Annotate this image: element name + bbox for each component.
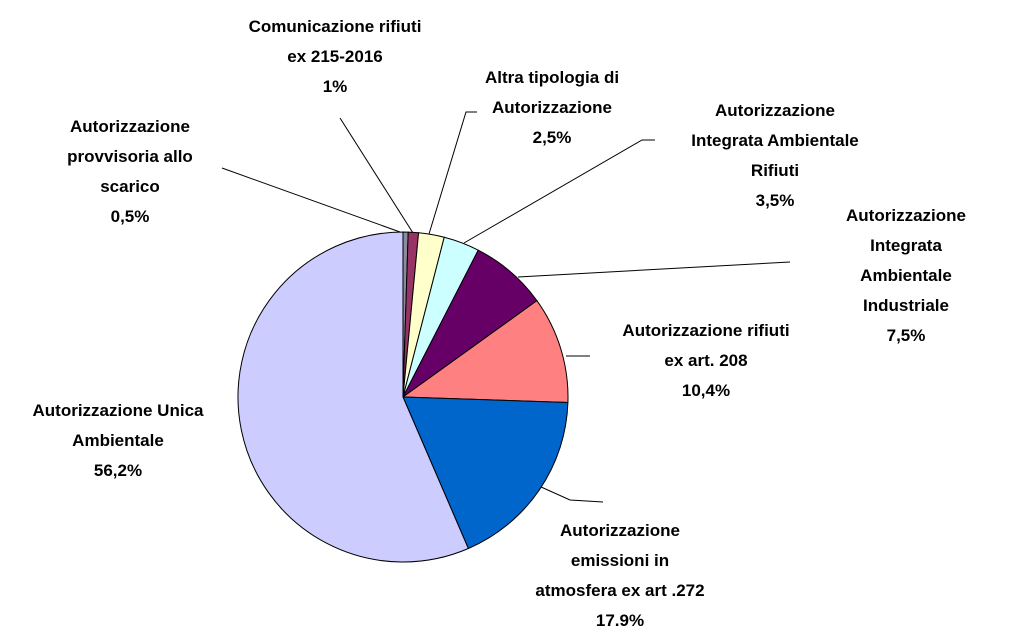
slice bbox=[237, 231, 470, 563]
value-label: 3,5% bbox=[755, 191, 795, 210]
slice-label: Autorizzazione Integrata Ambientale Rifi… bbox=[691, 96, 859, 216]
category-label: Autorizzazione Integrata Ambientale Rifi… bbox=[691, 101, 859, 180]
leader-line bbox=[463, 139, 655, 244]
leader-line bbox=[428, 111, 477, 235]
slice-label: Autorizzazione Unica Ambientale 56,2% bbox=[33, 396, 204, 486]
category-label: Comunicazione rifiuti ex 215-2016 bbox=[248, 17, 422, 66]
slice-label: Autorizzazione provvisoria allo scarico 0… bbox=[67, 112, 193, 232]
category-label: Autorizzazione Unica Ambientale bbox=[32, 401, 204, 450]
slice-label: Autorizzazione rifiuti ex art. 208 10,4% bbox=[622, 316, 789, 406]
slice-label: Autorizzazione Integrata Ambientale Indu… bbox=[846, 201, 966, 351]
value-label: 1% bbox=[322, 77, 348, 96]
slice bbox=[402, 396, 569, 550]
slice bbox=[401, 299, 569, 403]
leader-line bbox=[221, 167, 401, 233]
value-label: 17.9% bbox=[595, 611, 645, 630]
category-label: Autorizzazione rifiuti ex art. 208 bbox=[622, 321, 790, 370]
value-label: 56,2% bbox=[93, 461, 143, 480]
value-label: 10,4% bbox=[681, 381, 731, 400]
leader-lines bbox=[221, 111, 791, 503]
value-label: 7,5% bbox=[886, 326, 926, 345]
value-label: 0,5% bbox=[110, 207, 150, 226]
leader-line bbox=[517, 261, 791, 278]
slice-label: Comunicazione rifiuti ex 215-2016 1% bbox=[249, 12, 422, 102]
category-label: Altra tipologia di Autorizzazione bbox=[484, 68, 620, 117]
value-label: 2,5% bbox=[532, 128, 572, 147]
slice-label: Autorizzazione emissioni in atmosfera ex… bbox=[535, 516, 704, 636]
category-label: Autorizzazione provvisoria allo scarico bbox=[67, 117, 193, 196]
slice-label: Altra tipologia di Autorizzazione 2,5% bbox=[485, 63, 619, 153]
category-label: Autorizzazione emissioni in atmosfera ex… bbox=[535, 521, 705, 600]
category-label: Autorizzazione Integrata Ambientale Indu… bbox=[846, 206, 966, 315]
leader-line bbox=[529, 481, 604, 503]
leader-line bbox=[339, 117, 414, 234]
